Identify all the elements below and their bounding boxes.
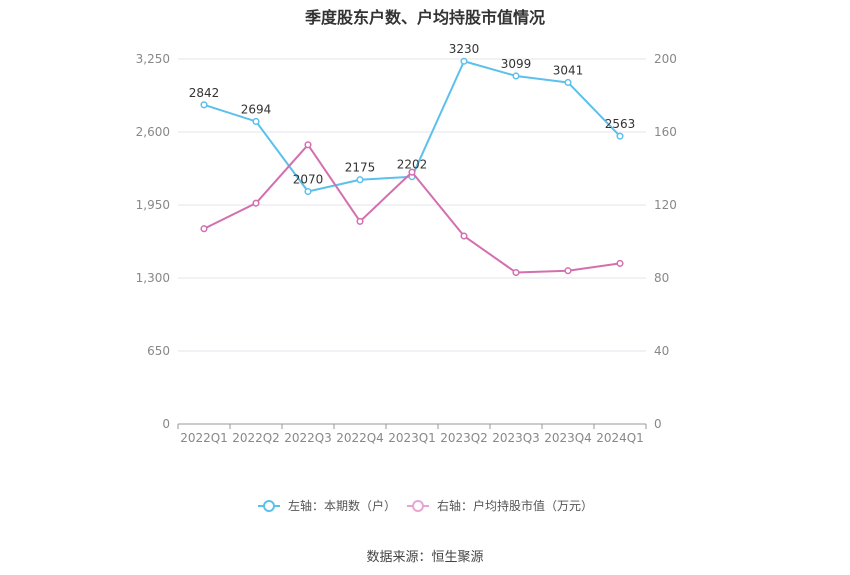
legend-swatch-marker: [263, 500, 275, 512]
series-2-point: [304, 141, 312, 149]
legend-label: 左轴：本期数（户）: [288, 498, 396, 513]
series-2-point: [460, 232, 468, 240]
series-1-point: [564, 78, 572, 87]
x-tick-label: 2022Q3: [284, 431, 332, 445]
label-layer: 2842 2694 2070 2175 2202 3230 3099 3041 2563: [189, 42, 636, 186]
x-tick-label: 2023Q2: [440, 431, 488, 445]
y-right-tick-label: 80: [654, 271, 669, 285]
x-tick-label: 2022Q1: [180, 431, 228, 445]
y-left-tick-label: 0: [162, 417, 170, 431]
series-1-point: [616, 132, 624, 140]
series-1-point: [252, 117, 260, 125]
legend: 左轴：本期数（户） 右轴：户均持股市值（万元）: [258, 498, 593, 513]
data-label: 3230: [449, 42, 480, 56]
series-1-point: [460, 57, 468, 65]
legend-label: 右轴：户均持股市值（万元）: [437, 498, 593, 513]
y-left-tick-label: 650: [147, 344, 170, 358]
y-left-tick-label: 3,250: [136, 52, 170, 66]
chart-title: 季度股东户数、户均持股市值情况: [304, 8, 545, 27]
y-right-tick-label: 120: [654, 198, 677, 212]
y-left-tick-label: 1,950: [136, 198, 170, 212]
series-2-point: [408, 168, 416, 176]
series-2-point: [616, 259, 624, 267]
series-1-point: [200, 101, 208, 109]
data-label: 3041: [553, 63, 584, 77]
series-1-point: [304, 187, 312, 196]
y-right-tick-label: 160: [654, 125, 677, 139]
y-left-tick-label: 1,300: [136, 271, 170, 285]
data-label: 2842: [189, 86, 220, 100]
x-tick-label: 2022Q2: [232, 431, 280, 445]
series-2-point: [200, 225, 208, 233]
axis-layer: 0 650 1,300 1,950 2,600 3,250 0 40 80 120 160 200 20…: [136, 52, 677, 445]
x-tick-label: 2023Q3: [492, 431, 540, 445]
x-tick-label: 2022Q4: [336, 431, 384, 445]
data-label: 2175: [345, 161, 376, 175]
series-layer: [200, 57, 624, 277]
legend-swatch-marker: [412, 500, 424, 512]
series-1-point: [512, 72, 520, 80]
y-right-tick-label: 0: [654, 417, 662, 431]
series-1-point: [356, 176, 364, 184]
x-tick-label: 2023Q4: [544, 431, 592, 445]
data-label: 2694: [241, 102, 272, 116]
series-2-point: [564, 267, 572, 275]
x-tick-label: 2023Q1: [388, 431, 436, 445]
data-label: 2563: [605, 117, 636, 131]
series-2-point: [356, 217, 364, 225]
series-2-point: [512, 268, 520, 277]
data-label: 3099: [501, 57, 532, 71]
source-text: 数据来源：恒生聚源: [366, 550, 484, 565]
y-right-tick-label: 40: [654, 344, 669, 358]
data-label: 2070: [293, 173, 324, 187]
series-2-point: [252, 199, 260, 207]
grid-layer: [178, 58, 646, 352]
data-label: 2202: [397, 158, 428, 172]
y-right-tick-label: 200: [654, 52, 677, 66]
x-tick-label: 2024Q1: [596, 431, 644, 445]
y-left-tick-label: 2,600: [136, 125, 170, 139]
